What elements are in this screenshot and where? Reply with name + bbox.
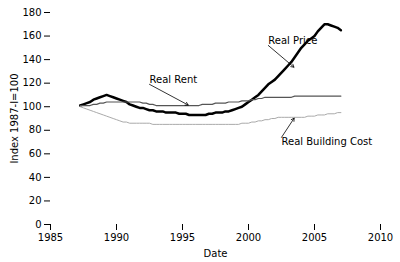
svg-text:60: 60: [29, 148, 42, 159]
svg-text:20: 20: [29, 195, 42, 206]
svg-text:100: 100: [22, 101, 41, 112]
svg-text:1990: 1990: [104, 232, 129, 243]
svg-text:1995: 1995: [170, 232, 195, 243]
svg-text:180: 180: [22, 7, 41, 18]
svg-text:2010: 2010: [368, 232, 393, 243]
svg-text:80: 80: [29, 124, 42, 135]
svg-text:Real Building Cost: Real Building Cost: [282, 136, 373, 147]
svg-text:2005: 2005: [302, 232, 327, 243]
svg-text:140: 140: [22, 54, 41, 65]
svg-text:160: 160: [22, 30, 41, 41]
svg-text:40: 40: [29, 172, 42, 183]
svg-text:0: 0: [35, 219, 41, 230]
svg-text:2000: 2000: [236, 232, 261, 243]
svg-text:Real Price: Real Price: [268, 35, 317, 46]
svg-text:Date: Date: [204, 248, 228, 259]
svg-text:Index 1987-I=100: Index 1987-I=100: [9, 73, 20, 163]
svg-text:1985: 1985: [38, 232, 63, 243]
svg-text:120: 120: [22, 77, 41, 88]
svg-text:Real Rent: Real Rent: [150, 74, 198, 85]
